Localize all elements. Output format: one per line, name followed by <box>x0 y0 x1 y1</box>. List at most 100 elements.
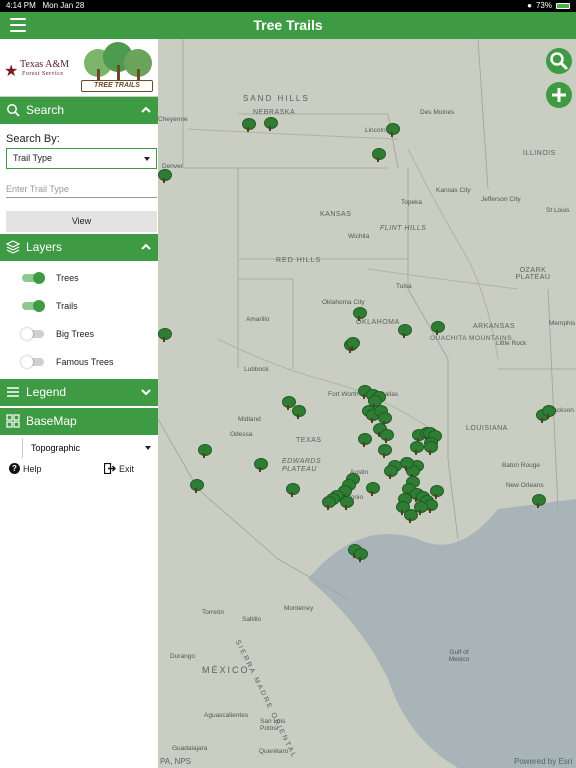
map-label-san-luis: San Luis Potosí <box>260 718 286 732</box>
map-label-cheyenne: Cheyenne <box>158 116 188 123</box>
map-label-lincoln: Lincoln <box>365 127 386 134</box>
logo-badge: TREE TRAILS <box>81 80 153 92</box>
map-label-louisiana: LOUISIANA <box>466 425 508 432</box>
basemap-section-header[interactable]: BaseMap <box>0 408 158 435</box>
tree-marker-icon[interactable] <box>532 494 546 508</box>
help-button[interactable]: ? Help <box>9 463 42 474</box>
tree-marker-icon[interactable] <box>158 169 172 183</box>
search-icon <box>7 104 20 117</box>
tree-marker-icon[interactable] <box>198 444 212 458</box>
map-search-button[interactable] <box>546 48 572 74</box>
dropdown-arrow-icon <box>144 157 150 161</box>
map-label-des-moines: Des Moines <box>420 109 455 116</box>
tree-marker-icon[interactable] <box>292 405 306 419</box>
map-label-nebraska: NEBRASKA <box>253 109 296 116</box>
tree-marker-icon[interactable] <box>264 117 278 131</box>
battery-percent: 73% <box>535 1 552 10</box>
map-label-tulsa: Tulsa <box>396 283 412 290</box>
map-label-fort-worth: Fort Worth <box>328 391 359 398</box>
logo-line2: Forest Service <box>22 71 64 77</box>
map-label-illinois: ILLINOIS <box>523 150 556 157</box>
map-label-sand-hills: SAND HILLS <box>243 94 310 103</box>
chevron-down-icon <box>141 389 151 396</box>
map-label-kansas-city: Kansas City <box>436 187 471 194</box>
tree-marker-icon[interactable] <box>404 509 418 523</box>
trail-type-select[interactable]: Trail Type <box>6 148 157 169</box>
tree-marker-icon[interactable] <box>366 482 380 496</box>
tree-marker-icon[interactable] <box>353 307 367 321</box>
chevron-up-icon <box>141 106 151 113</box>
exit-label: Exit <box>119 463 135 474</box>
legend-section-header[interactable]: Legend <box>0 379 158 406</box>
tree-marker-icon[interactable] <box>384 465 398 479</box>
tree-marker-icon[interactable] <box>414 501 428 515</box>
view-button[interactable]: View <box>6 211 157 232</box>
tree-marker-icon[interactable] <box>378 444 392 458</box>
map-label-amarillo: Amarillo <box>246 316 270 323</box>
menu-icon[interactable] <box>10 18 26 32</box>
basemap-section-label: BaseMap <box>26 414 77 428</box>
exit-icon <box>104 463 116 474</box>
logo: ★ Texas A&M Forest Service TREE TRAILS <box>0 39 158 97</box>
trees-toggle[interactable] <box>22 272 45 284</box>
map-label-queretaro: Querétaro <box>259 748 289 755</box>
tree-marker-icon[interactable] <box>242 118 256 132</box>
tree-marker-icon[interactable] <box>354 548 368 562</box>
famous-trees-toggle[interactable] <box>21 356 44 368</box>
tree-marker-icon[interactable] <box>372 148 386 162</box>
map-label-odessa: Odessa <box>230 431 253 438</box>
tree-marker-icon[interactable] <box>542 405 556 419</box>
map-label-st-louis: St Louis <box>546 207 570 214</box>
map-view[interactable]: SAND HILLS NEBRASKA Des Moines Lincoln I… <box>158 39 576 768</box>
tree-marker-icon[interactable] <box>386 123 400 137</box>
map-label-ouachita: OUACHITA MOUNTAINS <box>430 335 513 342</box>
map-label-flint-hills: FLINT HILLS <box>380 225 427 232</box>
tree-marker-icon[interactable] <box>190 479 204 493</box>
map-zoom-in-button[interactable] <box>546 82 572 108</box>
map-attribution-right[interactable]: Powered by Esri <box>514 757 573 766</box>
tree-marker-icon[interactable] <box>424 441 438 455</box>
basemap-select[interactable]: Topographic <box>22 438 157 458</box>
map-label-memphis: Memphis <box>549 320 576 327</box>
map-label-new-orleans: New Orleans <box>506 482 544 489</box>
sidebar: ★ Texas A&M Forest Service TREE TRAILS S… <box>0 39 158 768</box>
basemap-select-value: Topographic <box>31 443 81 453</box>
search-section-label: Search <box>26 103 65 117</box>
tree-marker-icon[interactable] <box>358 433 372 447</box>
tree-marker-icon[interactable] <box>430 485 444 499</box>
help-icon: ? <box>9 463 20 474</box>
layer-label: Trails <box>56 301 78 311</box>
tree-marker-icon[interactable] <box>322 496 336 510</box>
star-icon: ★ <box>4 63 19 80</box>
map-label-durango: Durango <box>170 653 195 660</box>
map-label-denver: Denver <box>162 163 183 170</box>
layers-section-header[interactable]: Layers <box>0 234 158 261</box>
map-label-little-rock: Little Rock <box>496 340 527 347</box>
exit-button[interactable]: Exit <box>104 463 134 474</box>
tree-marker-icon[interactable] <box>410 441 424 455</box>
trails-toggle[interactable] <box>22 300 45 312</box>
big-trees-toggle[interactable] <box>21 328 44 340</box>
tree-marker-icon[interactable] <box>286 483 300 497</box>
tree-marker-icon[interactable] <box>254 458 268 472</box>
map-label-topeka: Topeka <box>401 199 422 206</box>
map-label-kansas: KANSAS <box>320 211 352 218</box>
trail-type-select-value: Trail Type <box>13 153 53 163</box>
tree-marker-icon[interactable] <box>340 496 354 510</box>
map-background <box>158 39 576 768</box>
layers-icon <box>6 240 20 254</box>
tree-marker-icon[interactable] <box>346 337 360 351</box>
tree-marker-icon[interactable] <box>398 324 412 338</box>
map-label-austin: Austin <box>350 469 369 476</box>
trail-type-input[interactable] <box>6 181 157 198</box>
status-time: 4:14 PM Mon Jan 28 <box>6 1 85 10</box>
map-label-monterrey: Monterrey <box>284 605 314 612</box>
tree-marker-icon[interactable] <box>380 429 394 443</box>
map-label-saltillo: Saltillo <box>242 616 262 623</box>
tree-marker-icon[interactable] <box>158 328 172 342</box>
map-label-jackson: Jackson <box>550 407 574 414</box>
search-section-header[interactable]: Search <box>0 97 158 124</box>
tree-marker-icon[interactable] <box>431 321 445 335</box>
map-label-torreon: Torreón <box>202 609 225 616</box>
map-label-wichita: Wichita <box>348 233 370 240</box>
